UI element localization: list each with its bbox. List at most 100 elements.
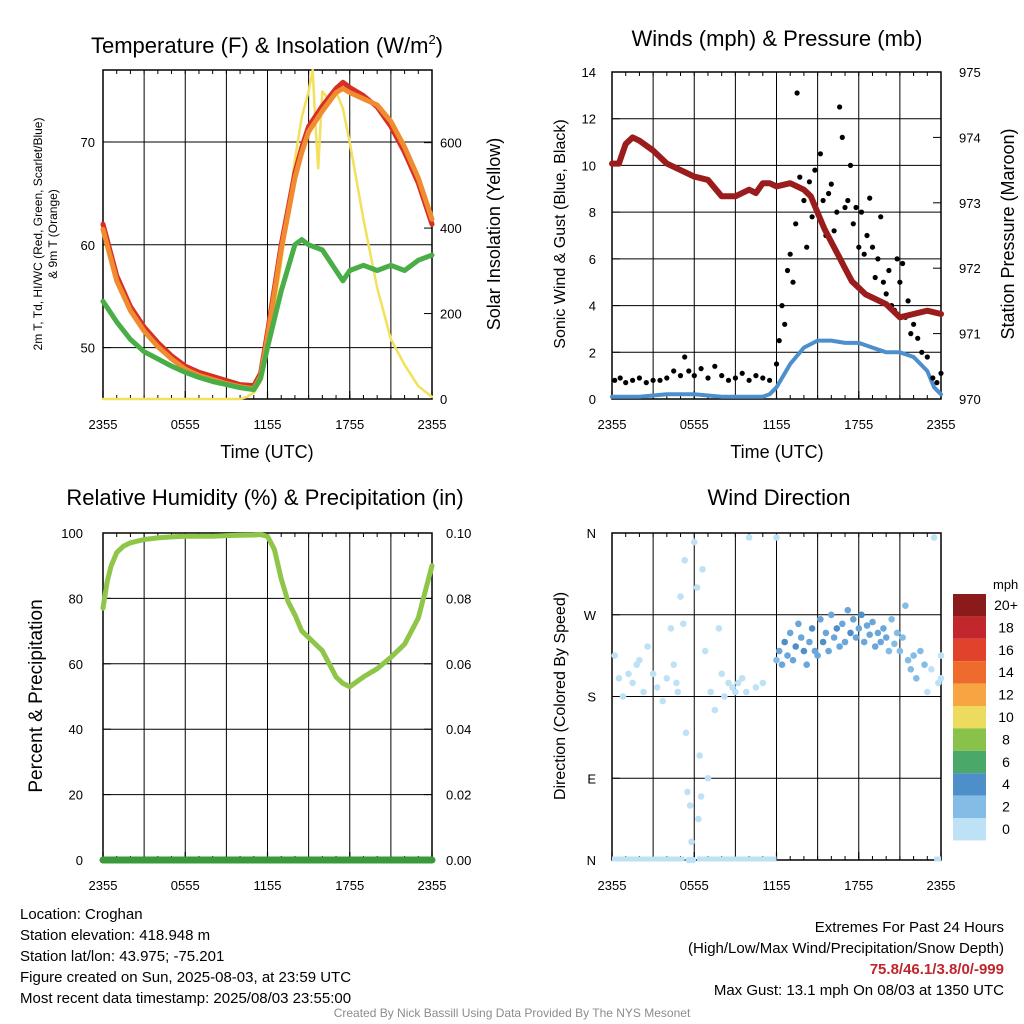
station-elevation: Station elevation: 418.948 m: [20, 927, 211, 944]
y-tick-label-right: 0.10: [446, 526, 471, 541]
y-tick-label-left: 60: [81, 238, 95, 253]
extremes-values: 75.8/46.1/3.8/0/-999: [869, 961, 1004, 978]
gust-point: [630, 377, 636, 383]
direction-point: [888, 616, 895, 623]
direction-point: [745, 534, 753, 541]
gust-point: [900, 260, 906, 267]
direction-point: [806, 638, 813, 646]
direction-point: [743, 688, 750, 696]
gust-point: [784, 267, 791, 274]
gust-point: [850, 221, 856, 227]
gust-point: [650, 377, 656, 383]
gust-point: [820, 197, 826, 204]
direction-point: [697, 793, 705, 800]
direction-point: [852, 634, 860, 641]
station-info: Location: Croghan Station elevation: 418…: [20, 904, 351, 1009]
y-tick-label-right: 975: [959, 65, 981, 80]
legend-label: 4: [1002, 776, 1010, 792]
humidity-line: [100, 532, 435, 690]
direction-point: [860, 638, 868, 646]
direction-point: [874, 629, 882, 637]
direction-point: [691, 538, 698, 546]
gust-point: [804, 244, 810, 250]
direction-point: [877, 638, 884, 646]
gust-point: [924, 354, 930, 360]
direction-point: [659, 697, 666, 705]
legend-label: 16: [998, 642, 1014, 658]
direction-point: [640, 688, 647, 696]
direction-point: [839, 620, 846, 628]
y-axis-label-left: Percent & Precipitation: [26, 599, 47, 792]
chart-title: Relative Humidity (%) & Precipitation (i…: [66, 485, 463, 510]
x-tick-label: 0555: [171, 417, 200, 432]
direction-point: [773, 534, 780, 541]
y-tick-label-left: 14: [582, 65, 596, 80]
y-tick-label-right: 0.02: [446, 788, 471, 803]
direction-point: [644, 643, 651, 650]
direction-point: [682, 729, 690, 737]
direction-point: [725, 679, 732, 687]
gust-point: [828, 181, 834, 187]
gust-point: [834, 209, 840, 215]
gust-point: [817, 151, 824, 157]
y-tick-label-left: 0: [76, 853, 83, 868]
legend-label: 18: [998, 619, 1014, 635]
insolation-line: [101, 68, 434, 401]
direction-point: [684, 788, 691, 796]
gust-point: [719, 373, 725, 379]
y-tick-label-left: 20: [69, 788, 83, 803]
gust-point: [671, 368, 677, 374]
direction-point: [738, 675, 746, 682]
direction-point: [680, 620, 687, 628]
gust-point: [847, 162, 854, 168]
x-tick-label: 2355: [418, 417, 447, 432]
gust-point: [837, 104, 843, 110]
direction-point: [904, 656, 912, 664]
y-tick-label-left: 10: [582, 158, 596, 173]
gust-point: [831, 228, 837, 234]
direction-point: [673, 679, 680, 687]
x-tick-label: 0555: [680, 417, 709, 432]
y-tick-label-left: 4: [589, 299, 596, 314]
gust-point: [934, 380, 940, 386]
y-axis-label-left: 2m T, Td, HI/WC (Red, Green, Scarlet/Blu…: [31, 118, 45, 351]
legend-label: 2: [1002, 799, 1010, 815]
legend-label: 8: [1002, 731, 1010, 747]
gust-point: [677, 373, 684, 379]
x-tick-label: 0555: [680, 878, 709, 893]
gust-point: [705, 375, 711, 381]
extremes-panel: Extremes For Past 24 Hours (High/Low/Max…: [688, 917, 1004, 1001]
y-tick-label-right: 971: [959, 327, 981, 342]
legend-label: 14: [998, 664, 1014, 680]
direction-point: [734, 679, 742, 687]
gust-point: [801, 197, 807, 204]
gust-point: [797, 174, 803, 180]
direction-point: [670, 661, 677, 668]
direction-point: [773, 656, 780, 664]
extremes-heading: Extremes For Past 24 Hours: [814, 919, 1004, 936]
y-tick-label-right: 0.08: [446, 591, 471, 606]
direction-point: [921, 661, 928, 668]
wind-speed-line: [610, 338, 943, 399]
y-tick-label-right: 970: [959, 392, 981, 407]
direction-point: [699, 566, 706, 573]
gust-point: [623, 380, 629, 386]
direction-point: [924, 688, 931, 696]
gust-point: [773, 361, 780, 367]
direction-point: [693, 584, 701, 591]
gust-point: [864, 232, 870, 239]
chart-title: Temperature (F) & Insolation (W/m2): [91, 32, 443, 58]
direction-point: [800, 647, 808, 655]
legend-swatch: [953, 728, 986, 751]
temperature-line-1: [100, 86, 435, 392]
direction-point: [803, 661, 810, 668]
direction-point: [721, 693, 728, 700]
gust-point: [790, 279, 796, 285]
direction-point: [844, 606, 852, 614]
y-tick-label-left: W: [584, 608, 597, 623]
legend-unit-label: mph: [993, 577, 1018, 592]
y-tick-label-right: 0: [440, 392, 447, 407]
gust-point: [938, 370, 944, 376]
direction-point: [913, 675, 920, 682]
gust-point: [919, 349, 925, 355]
